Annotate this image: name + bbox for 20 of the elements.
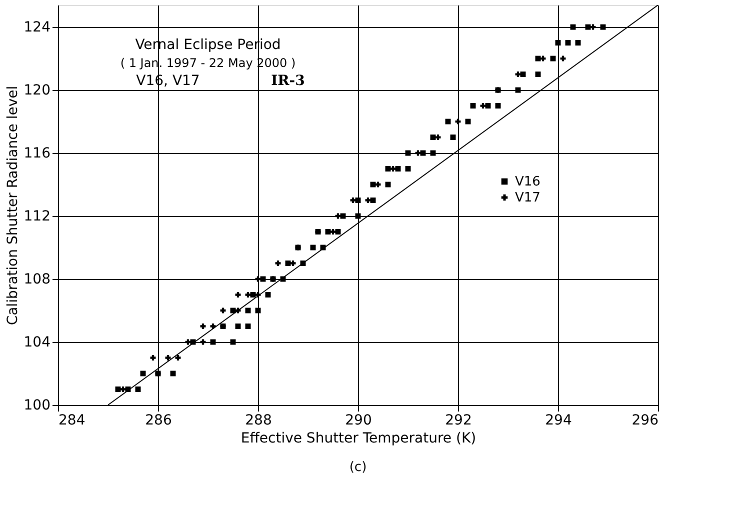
x-tick-label: 290 xyxy=(345,412,372,428)
x-tick-label: 288 xyxy=(245,412,272,428)
x-tick-label: 286 xyxy=(145,412,172,428)
x-tick-label: 294 xyxy=(545,412,572,428)
text: (c) xyxy=(349,460,367,475)
x-tick-label: 284 xyxy=(58,412,86,428)
legend-label: V17 xyxy=(515,190,540,206)
x-axis-title: Effective Shutter Temperature (K) xyxy=(240,430,476,446)
x-tick-label: 296 xyxy=(632,412,659,428)
y-tick-label: 100 xyxy=(24,398,50,414)
y-tick-label: 104 xyxy=(24,334,51,351)
x-tick-label: 292 xyxy=(445,412,472,428)
legend-label: V16 xyxy=(515,174,540,190)
annotation: IR-3 xyxy=(271,73,305,89)
y-tick-label: 116 xyxy=(24,146,51,162)
y-tick-label: 120 xyxy=(24,82,50,99)
y-tick-label: 112 xyxy=(24,208,50,225)
y-tick-label: 124 xyxy=(24,20,51,36)
y-tick-label: 108 xyxy=(24,272,50,288)
y-axis-title: Calibration Shutter Radiance level xyxy=(4,86,21,326)
